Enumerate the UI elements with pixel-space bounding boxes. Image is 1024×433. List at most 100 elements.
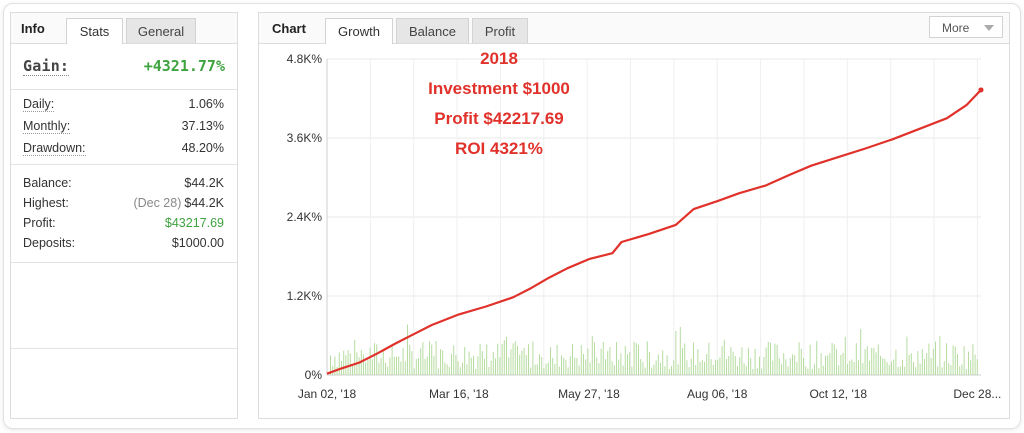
volume-bar [932,348,934,375]
volume-bar [754,348,756,375]
volume-bar [618,359,620,375]
volume-bar [877,344,879,375]
chevron-down-icon [984,25,994,31]
volume-bar [882,358,884,375]
volume-bar [651,367,653,375]
volume-bar [796,362,798,375]
volume-bar [490,360,492,375]
volume-bar [820,353,822,375]
volume-bar [950,365,952,375]
volume-bar [886,362,888,375]
volume-bar [952,345,954,375]
volume-bar [941,367,943,375]
volume-bar [717,359,719,375]
volume-bar [690,358,692,375]
y-tick-label: 3.6K% [287,131,323,145]
volume-bar [789,358,791,375]
volume-bar [576,358,578,375]
volume-bar [743,363,745,375]
tab-profit[interactable]: Profit [472,18,528,43]
volume-bar [794,355,796,375]
volume-bar [459,367,461,375]
volume-bar [770,342,771,375]
volume-bar [686,360,688,375]
volume-bar [488,367,490,375]
volume-bar [899,366,901,375]
volume-bar [609,346,611,375]
more-dropdown[interactable]: More [929,16,1003,38]
volume-bar [347,350,349,375]
stat-label: Drawdown: [23,141,86,156]
volume-bar [963,346,965,375]
tab-stats[interactable]: Stats [66,18,123,44]
volume-bar [679,326,681,375]
volume-bar [598,363,600,375]
volume-bar [825,355,826,375]
volume-bar [759,356,760,375]
highest-date-note: (Dec 28) [133,196,182,210]
volume-bar [589,362,591,375]
volume-bar [470,357,472,375]
volume-bar [684,343,686,375]
volume-bar [721,346,723,375]
gain-value: +4321.77% [143,57,225,75]
tab-growth[interactable]: Growth [325,18,393,44]
volume-bar [497,343,499,375]
account-profit: Profit: $43217.69 [23,216,224,234]
volume-bar [627,354,628,375]
volume-bar [418,357,419,375]
y-tick-label: 0% [305,368,323,382]
account-value: $1000.00 [171,236,224,250]
volume-bar [517,345,518,375]
volume-bar [970,360,972,375]
volume-bar [332,365,334,375]
volume-bar [587,348,589,375]
volume-bar [468,351,470,375]
volume-bar [514,341,516,375]
volume-bar [957,354,958,375]
volume-bar [915,367,917,375]
volume-bar [943,361,945,375]
volume-bar [961,364,963,375]
volume-bar [363,354,364,375]
volume-bar [924,359,925,375]
tab-general[interactable]: General [126,18,196,43]
account-label: Deposits: [23,236,76,250]
volume-bar [572,343,573,375]
volume-bar [781,364,782,375]
volume-bar [510,349,512,375]
volume-bar [649,351,650,375]
volume-bar [556,344,558,375]
volume-bar [699,362,701,375]
volume-bar [451,353,452,375]
x-tick-label: May 27, '18 [558,387,620,401]
volume-bar [528,344,529,375]
volume-bar [965,368,967,375]
volume-bar [396,356,397,375]
volume-bar [897,367,899,375]
volume-bar [710,359,712,375]
divider [11,348,237,349]
account-label: Profit: [23,216,56,230]
volume-bar [682,347,683,375]
volume-bar [466,364,468,375]
volume-bar [525,354,527,375]
volume-bar [891,361,892,375]
volume-bar [602,341,604,375]
volume-bar [917,351,919,375]
volume-bar [585,359,587,375]
volume-bar [880,355,881,375]
volume-bar [578,365,580,375]
volume-bar [657,354,659,375]
volume-bar [563,357,565,375]
volume-bar [567,367,569,375]
volume-bar [739,357,741,375]
volume-bar [644,367,646,375]
volume-bar [866,346,868,375]
volume-bar [968,351,969,375]
volume-bar [884,358,886,375]
volume-bar [486,344,488,375]
volume-bar [906,336,908,375]
tab-balance[interactable]: Balance [396,18,469,43]
volume-bar [904,366,906,375]
